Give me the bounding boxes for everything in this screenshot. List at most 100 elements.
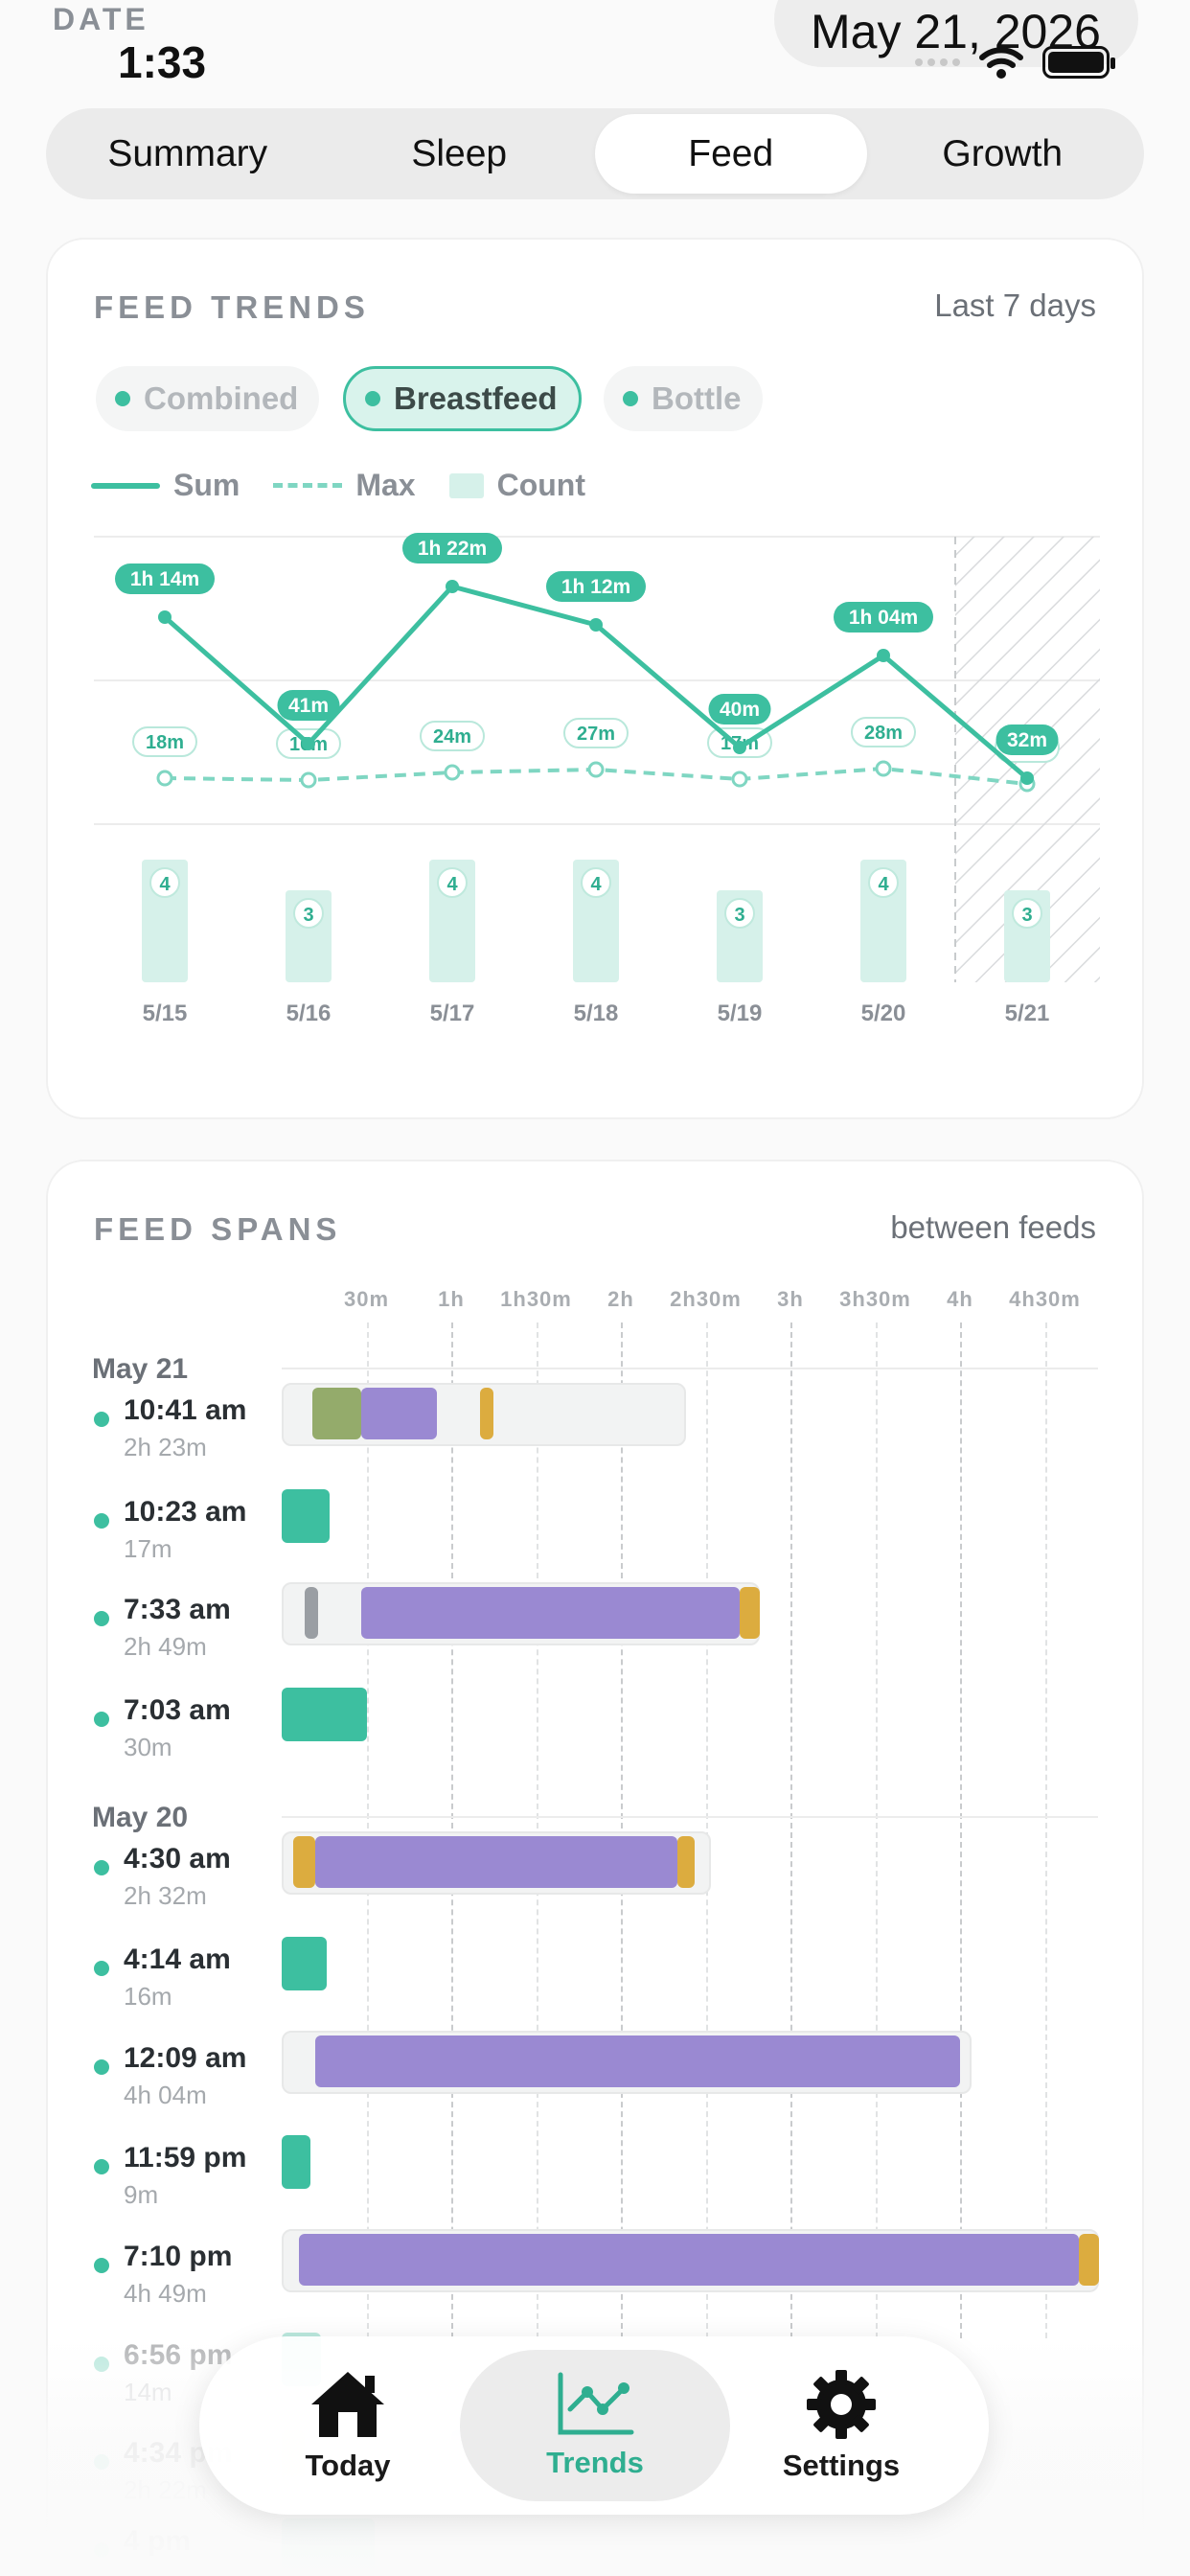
sum-label: 1h 12m [561, 576, 630, 598]
feed-trends-title: FEED TRENDS [94, 289, 370, 325]
nav-trends[interactable]: Trends [460, 2350, 730, 2501]
sum-label-bg [546, 571, 646, 602]
nav-settings-label: Settings [782, 2449, 901, 2482]
span-segment-sleep[interactable] [315, 1836, 677, 1888]
view-tabs: Summary Sleep Feed Growth [46, 108, 1144, 199]
tab-summary[interactable]: Summary [107, 132, 268, 174]
date-pill[interactable]: May 21, 2026 [774, 0, 1138, 67]
day-divider [282, 1816, 1098, 1818]
axis-tick-label: 3h [777, 1287, 804, 1311]
count-label-bg [437, 867, 468, 898]
max-point [875, 760, 892, 777]
row-dot-icon [94, 2258, 109, 2273]
legend-max: Max [273, 468, 416, 503]
feed-bar[interactable] [282, 1489, 331, 1543]
filter-label: Breastfeed [394, 380, 558, 416]
row-time-label: 11:59 pm [124, 2142, 247, 2174]
feed-bar[interactable] [282, 1688, 367, 1741]
count-label-bg [293, 898, 324, 929]
row-duration-label: 30m [124, 1733, 172, 1761]
sum-point [446, 580, 459, 593]
legend-sum: Sum [91, 468, 240, 503]
filter-label: Combined [144, 380, 299, 416]
row-time-label: 12:09 am [124, 2042, 247, 2074]
day-label: May 20 [92, 1802, 189, 1833]
feed-trends-range[interactable]: Last 7 days [934, 288, 1096, 323]
span-segment-play[interactable] [312, 1388, 361, 1439]
date-text: May 21, 2026 [811, 5, 1101, 58]
row-dot-icon [94, 1860, 109, 1875]
sum-label-bg [277, 690, 340, 721]
battery-icon [1042, 46, 1115, 79]
axis-gridline [451, 1322, 453, 2338]
row-dot-icon [94, 1412, 109, 1427]
row-duration-label: 4h 04m [124, 2081, 207, 2109]
tab-growth[interactable]: Growth [942, 132, 1064, 174]
nav-settings[interactable]: Settings [745, 2336, 937, 2515]
span-segment-diaper[interactable] [292, 1836, 316, 1888]
sum-label-bg [708, 694, 771, 724]
axis-gridline [366, 1322, 369, 2338]
chart-legend: Sum Max Count [91, 468, 619, 503]
span-segment-diaper[interactable] [677, 1836, 695, 1888]
row-time-label: 10:23 am [124, 1496, 247, 1528]
home-icon [311, 2372, 384, 2437]
count-label: 4 [446, 874, 458, 895]
axis-tick-label: 1h30m [500, 1287, 572, 1311]
max-label: 18m [146, 732, 184, 753]
filter-combined[interactable]: Combined [96, 366, 320, 431]
tab-feed[interactable]: Feed [595, 114, 867, 194]
count-label: 4 [159, 874, 171, 895]
max-label: 28m [864, 723, 903, 744]
sum-label: 40m [720, 699, 760, 721]
count-label: 4 [590, 874, 602, 895]
tab-sleep[interactable]: Sleep [411, 132, 508, 174]
status-time: 1:33 [118, 37, 207, 87]
span-segment-other[interactable] [304, 1587, 319, 1639]
sum-label-bg [995, 724, 1059, 755]
span-segment-sleep[interactable] [298, 2234, 1079, 2286]
span-segment-sleep[interactable] [360, 1388, 438, 1439]
axis-gridline [875, 1322, 878, 2338]
filter-dot-icon [365, 391, 380, 406]
axis-gridline [790, 1322, 792, 2338]
feed-spans-subtitle: between feeds [890, 1209, 1096, 1245]
filter-breastfeed[interactable]: Breastfeed [343, 366, 582, 431]
sum-point [589, 618, 603, 632]
feed-bar[interactable] [282, 2135, 310, 2189]
count-label-bg [149, 867, 180, 898]
span-segment-diaper[interactable] [479, 1388, 494, 1439]
feed-bar[interactable] [282, 1937, 328, 1990]
count-label-bg [581, 867, 611, 898]
nav-today[interactable]: Today [257, 2336, 439, 2515]
row-duration-label: 2h 32m [124, 1881, 207, 1910]
span-segment-diaper[interactable] [1078, 2234, 1099, 2286]
gear-icon [807, 2370, 876, 2439]
row-duration-label: 4h 49m [124, 2279, 207, 2308]
span-segment-sleep[interactable] [360, 1587, 740, 1639]
x-tick-label: 5/16 [286, 1000, 332, 1026]
count-label: 3 [1021, 905, 1032, 926]
filter-bottle[interactable]: Bottle [604, 366, 763, 431]
max-label: 27m [577, 724, 615, 745]
row-dot-icon [94, 1513, 109, 1529]
max-label-bg [132, 726, 197, 757]
sum-point [1020, 771, 1034, 785]
row-time-label: 4:30 am [124, 1843, 231, 1874]
max-label-bg [563, 718, 629, 748]
row-duration-label: 2h 49m [124, 1632, 207, 1661]
feed-trends-chart: 434434318m16m24m27m17m28m12m1h 14m41m1h … [94, 533, 1100, 1026]
axis-gridline [536, 1322, 538, 2338]
count-label: 3 [734, 905, 744, 926]
sum-label-bg [115, 564, 215, 594]
span-segment-sleep[interactable] [315, 2036, 960, 2087]
count-label-bg [724, 898, 755, 929]
row-dot-icon [94, 2159, 109, 2174]
nav-today-label: Today [305, 2449, 391, 2482]
count-label: 4 [878, 874, 889, 895]
row-duration-label: 17m [124, 1534, 172, 1563]
span-segment-diaper[interactable] [739, 1587, 760, 1639]
trend-chart-icon [558, 2372, 634, 2435]
row-dot-icon [94, 2059, 109, 2075]
bottom-nav: Today Trends Settings [199, 2336, 989, 2515]
